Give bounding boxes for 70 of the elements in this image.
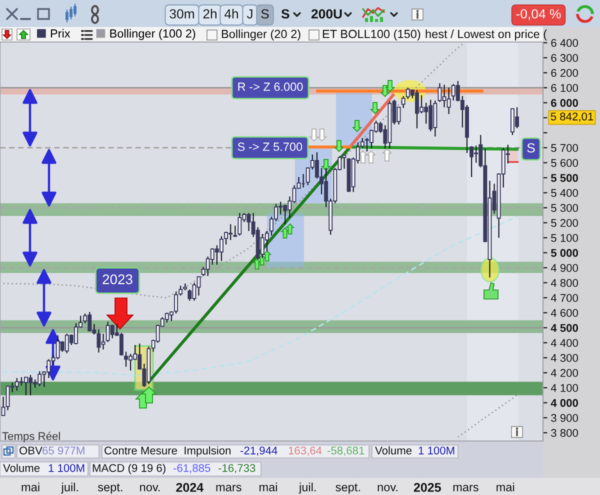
text: MACD (9 19 6)	[92, 464, 166, 474]
x-tick-label: sept.	[336, 484, 360, 494]
legend-label: Prix	[50, 29, 70, 38]
text: -16,733	[218, 464, 256, 474]
y-tick-label: 5 600	[551, 159, 578, 167]
x-tick-label: 2024	[176, 482, 204, 492]
y-tick-label: 5 100	[551, 234, 578, 242]
text: 163,64	[288, 446, 322, 456]
y-tick-label: 5 200	[551, 219, 578, 227]
y-tick-label: 4 000	[550, 399, 578, 407]
annotation: S	[527, 143, 535, 153]
text: S	[261, 9, 269, 19]
text: 1 100M	[48, 464, 84, 472]
text: 4h	[224, 8, 238, 18]
text: Contre Mesure Impulsion	[104, 446, 230, 457]
y-tick-label: 4 800	[550, 279, 578, 287]
x-tick-label: 2025	[414, 482, 441, 492]
x-tick-label: sept.	[98, 484, 122, 494]
y-tick-label: 3 800	[551, 429, 578, 437]
x-tick-label: mars	[453, 484, 478, 492]
text: 5 842,01	[550, 112, 594, 122]
y-tick-label: 4 600	[550, 309, 578, 317]
annotation: Temps Réel	[2, 432, 60, 442]
text: Volume	[375, 446, 412, 454]
y-tick-label: 4 900	[550, 264, 578, 272]
text: -61,885	[173, 464, 210, 474]
y-tick-label: 6 300	[551, 54, 578, 62]
text: hest / Lowest on price (	[426, 30, 547, 40]
text: 65 977M	[42, 446, 84, 454]
x-tick-label: mai	[22, 482, 40, 492]
legend-label: Bollinger (100 2)	[110, 29, 196, 40]
x-tick-label: mai	[260, 482, 277, 492]
y-tick-label: 4 400	[550, 339, 578, 347]
y-tick-label: 4 200	[550, 369, 578, 377]
x-tick-label: juil.	[61, 482, 78, 494]
y-tick-label: 5 000	[550, 249, 578, 257]
text: 1 100M	[418, 446, 454, 454]
y-tick-label: 4 500	[550, 324, 578, 332]
text: 30m	[170, 9, 194, 19]
y-tick-label: 6 400	[551, 39, 578, 47]
text: ET BOLL100 (150)	[322, 30, 420, 40]
text: -21,944	[240, 446, 278, 456]
y-tick-label: 6 200	[551, 69, 578, 77]
y-tick-label: 5 400	[551, 189, 578, 197]
text: 200U	[311, 9, 342, 19]
y-tick-label: 6 000	[551, 99, 578, 107]
text: J	[246, 9, 252, 19]
y-tick-label: 5 500	[550, 174, 578, 182]
text: Volume	[3, 464, 40, 472]
text: Bollinger (20 2)	[222, 30, 300, 40]
text: S	[281, 9, 290, 19]
y-tick-label: 6 100	[551, 84, 578, 92]
text: 2h	[203, 8, 216, 18]
x-tick-label: mai	[496, 482, 514, 492]
text: OBV	[20, 446, 42, 454]
y-tick-label: 5 700	[551, 144, 578, 152]
x-tick-label: nov.	[140, 484, 160, 492]
y-tick-label: 5 300	[551, 204, 578, 212]
ref-line-label: R -> Z 6.000	[238, 82, 303, 91]
x-tick-label: juil.	[298, 482, 316, 494]
annotation: 2023	[102, 274, 132, 284]
y-tick-label: 4 300	[550, 354, 578, 362]
x-tick-label: nov.	[378, 484, 398, 492]
y-tick-label: 4 100	[550, 384, 578, 392]
text: -0,04 %	[516, 9, 561, 20]
y-tick-label: 4 700	[550, 294, 578, 302]
x-tick-label: mars	[216, 484, 242, 492]
ref-line-label: S -> Z 5.700	[238, 142, 302, 151]
y-tick-label: 3 900	[551, 414, 578, 422]
text: -58,681	[327, 446, 364, 456]
